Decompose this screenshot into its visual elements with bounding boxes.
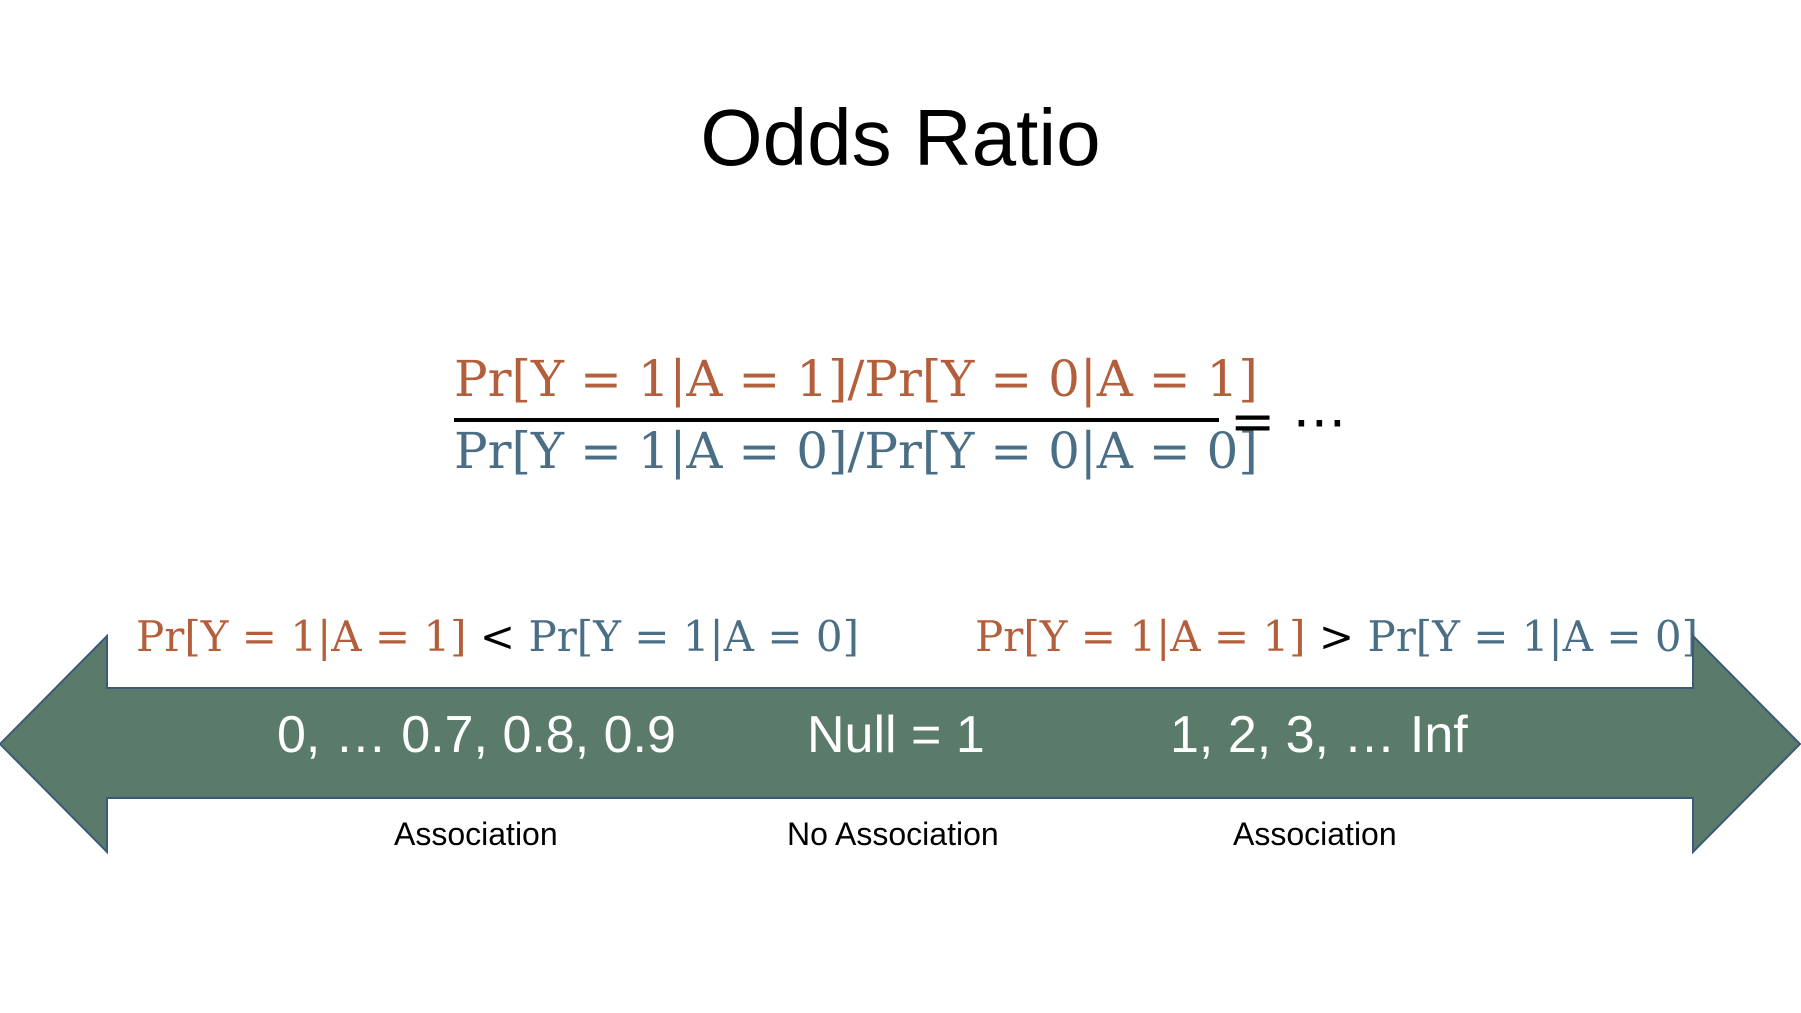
- comparison-left-operator: <: [479, 612, 516, 661]
- arrow-left-values: 0, … 0.7, 0.8, 0.9: [277, 706, 676, 764]
- comparison-greater-than: Pr[Y = 1|A = 1] > Pr[Y = 1|A = 0]: [975, 612, 1698, 661]
- comparison-less-than: Pr[Y = 1|A = 1] < Pr[Y = 1|A = 0]: [136, 612, 859, 661]
- label-association-left: Association: [394, 816, 558, 852]
- fraction-bar: [454, 418, 1219, 422]
- comparison-right-lhs: Pr[Y = 1|A = 1]: [975, 612, 1306, 661]
- arrow-shape: [0, 633, 1801, 855]
- equation-tail: = ⋯: [1230, 390, 1347, 453]
- odds-ratio-denominator: Pr[Y = 1|A = 0]/Pr[Y = 0|A = 0]: [454, 422, 1258, 480]
- label-no-association: No Association: [787, 816, 999, 852]
- arrow-right-values: 1, 2, 3, … Inf: [1170, 706, 1468, 764]
- comparison-left-rhs: Pr[Y = 1|A = 0]: [528, 612, 860, 661]
- label-association-right: Association: [1233, 816, 1397, 852]
- comparison-right-rhs: Pr[Y = 1|A = 0]: [1367, 612, 1699, 661]
- comparison-left-lhs: Pr[Y = 1|A = 1]: [136, 612, 467, 661]
- slide-title: Odds Ratio: [700, 93, 1101, 182]
- arrow-null-value: Null = 1: [807, 706, 985, 764]
- comparison-right-operator: >: [1318, 612, 1355, 661]
- odds-ratio-numerator: Pr[Y = 1|A = 1]/Pr[Y = 0|A = 1]: [454, 350, 1258, 408]
